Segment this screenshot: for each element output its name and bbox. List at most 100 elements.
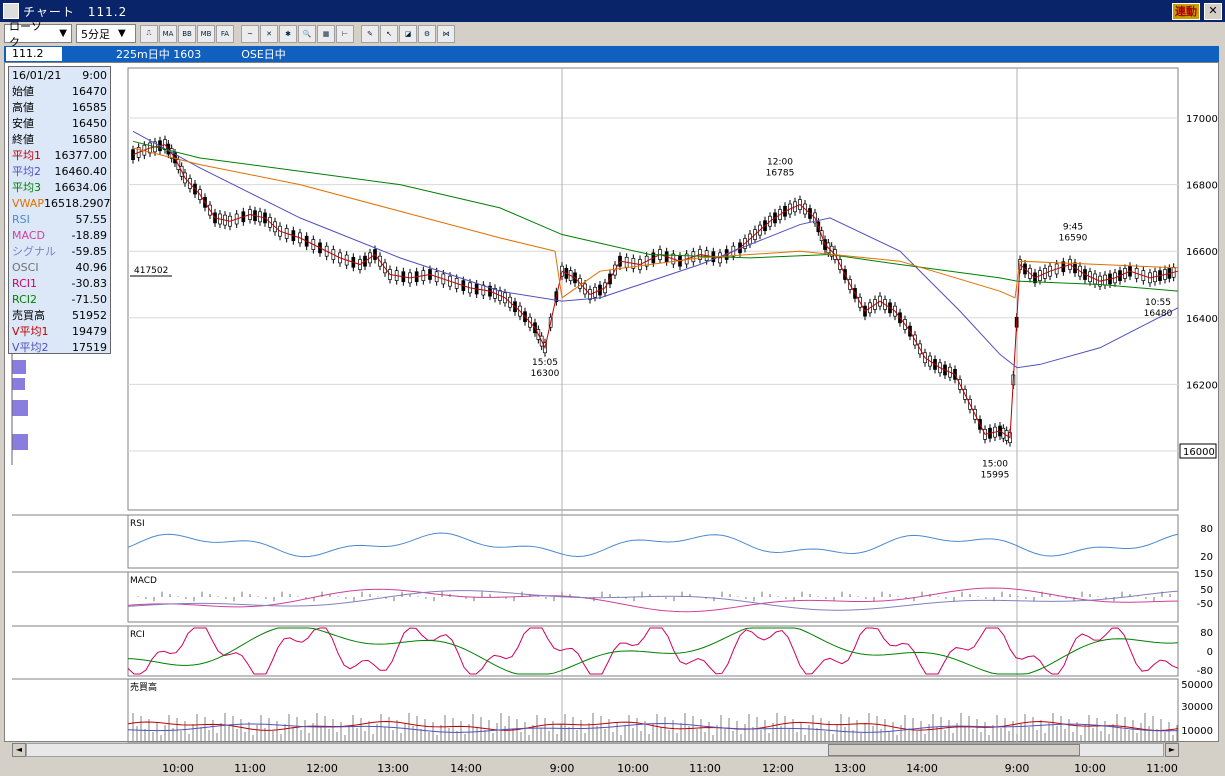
legend-value: 17519 — [72, 341, 107, 354]
legend-key: V平均2 — [12, 341, 49, 354]
legend-row: RCI1 -30.83 — [12, 276, 107, 292]
legend-row: RCI2 -71.50 — [12, 292, 107, 308]
interval-value: 5分足 — [81, 27, 110, 41]
legend-row: 始値 16470 — [12, 84, 107, 100]
legend-row: 高値 16585 — [12, 100, 107, 116]
candle-settings-icon[interactable]: ⎍ — [140, 24, 158, 43]
symbol-label: 225m日中 1603 — [116, 48, 202, 61]
link-button[interactable]: 連動 — [1172, 3, 1200, 20]
legend-row: 平均2 16460.40 — [12, 164, 107, 180]
legend-value: 16518.2907 — [43, 197, 111, 210]
zoom-icon[interactable]: 🔍 — [298, 24, 316, 43]
toolbar-icon-group: ⎍ MA BB MB FA ~ ✕ ✱ 🔍 ▦ ⊢ ✎ ↖ ◪ ⚙ ⋈ — [140, 24, 456, 43]
time-tick-label: 13:00 — [377, 762, 409, 775]
legend-row: 16/01/21 9:00 — [12, 68, 107, 84]
legend-key: 終値 — [12, 133, 34, 146]
legend-value: -30.83 — [71, 277, 107, 290]
time-tick-label: 11:00 — [234, 762, 266, 775]
legend-row: 平均1 16377.00 — [12, 148, 107, 164]
legend-key: V平均1 — [12, 325, 49, 338]
legend-key: 平均1 — [12, 149, 41, 162]
legend-value: 9:00 — [82, 69, 107, 82]
legend-value: 51952 — [72, 309, 107, 322]
legend-key: OSCI — [12, 261, 39, 274]
eraser-icon[interactable]: ◪ — [399, 24, 417, 43]
chevron-down-icon: ▼ — [59, 28, 67, 39]
chart-panel[interactable] — [4, 62, 1219, 742]
exchange-label: OSE日中 — [241, 48, 286, 61]
calculator-icon[interactable]: ▦ — [317, 24, 335, 43]
title-bar: チャート 111.2 連動 ✕ — [0, 0, 1225, 22]
legend-key: 売買高 — [12, 309, 45, 322]
legend-value: 16377.00 — [54, 149, 108, 162]
legend-key: シグナル — [12, 245, 56, 258]
fibonacci-icon[interactable]: ⋈ — [437, 24, 455, 43]
legend-value: 16450 — [72, 117, 107, 130]
legend-key: 16/01/21 — [12, 69, 62, 82]
data-legend: 16/01/21 9:00 始値 16470 高値 16585 安値 16450 終値 16580… — [8, 66, 111, 354]
legend-value: 16634.06 — [54, 181, 108, 194]
legend-key: MACD — [12, 229, 45, 242]
legend-value: 40.96 — [75, 261, 108, 274]
price-field[interactable]: 111.2 — [6, 47, 62, 61]
time-tick-label: 9:00 — [1004, 762, 1030, 775]
legend-row: シグナル -59.85 — [12, 244, 107, 260]
time-axis: 10:00 11:00 12:00 13:00 14:00 9:00 10:00 11:00 1… — [0, 760, 1225, 776]
time-tick-label: 10:00 — [162, 762, 194, 775]
cursor-icon[interactable]: ↖ — [380, 24, 398, 43]
scroll-left-button[interactable]: ◄ — [12, 743, 26, 757]
interval-select[interactable]: 5分足 ▼ — [76, 24, 136, 43]
chevron-down-icon: ▼ — [118, 28, 126, 39]
ma-icon[interactable]: MA — [159, 24, 177, 43]
legend-key: RCI1 — [12, 277, 38, 290]
legend-value: 57.55 — [75, 213, 108, 226]
scroll-right-button[interactable]: ► — [1165, 743, 1179, 757]
toolbar: ローソク ▼ 5分足 ▼ ⎍ MA BB MB FA ~ ✕ ✱ 🔍 ▦ ⊢ ✎ ↖ ◪ ⚙ ⋈ — [0, 20, 1225, 49]
legend-row: V平均1 19479 — [12, 324, 107, 340]
legend-key: RSI — [12, 213, 30, 226]
crosshair-icon[interactable]: ✕ — [260, 24, 278, 43]
time-tick-label: 10:00 — [1074, 762, 1106, 775]
time-tick-label: 14:00 — [906, 762, 938, 775]
chart-type-value: ローソク — [9, 19, 42, 49]
legend-key: 始値 — [12, 85, 34, 98]
legend-value: -71.50 — [71, 293, 107, 306]
legend-key: RCI2 — [12, 293, 38, 306]
legend-key: 平均3 — [12, 181, 41, 194]
legend-row: MACD -18.89 — [12, 228, 107, 244]
legend-row: VWAP 16518.2907 — [12, 196, 111, 212]
time-tick-label: 9:00 — [549, 762, 575, 775]
line-chart-icon[interactable]: ~ — [241, 24, 259, 43]
time-tick-label: 13:00 — [834, 762, 866, 775]
legend-row: 終値 16580 — [12, 132, 107, 148]
split-icon[interactable]: ⊢ — [336, 24, 354, 43]
chart-app-icon — [3, 3, 19, 19]
legend-value: 19479 — [72, 325, 107, 338]
legend-row: V平均2 17519 — [12, 340, 107, 356]
legend-row: OSCI 40.96 — [12, 260, 107, 276]
star-icon[interactable]: ✱ — [279, 24, 297, 43]
legend-value: 16580 — [72, 133, 107, 146]
window-title: チャート 111.2 — [23, 4, 128, 19]
close-button[interactable]: ✕ — [1204, 3, 1222, 20]
mbe-icon[interactable]: MB — [197, 24, 215, 43]
legend-row: 安値 16450 — [12, 116, 107, 132]
pen-icon[interactable]: ✎ — [361, 24, 379, 43]
legend-row: 平均3 16634.06 — [12, 180, 107, 196]
fa-icon[interactable]: FA — [216, 24, 234, 43]
chart-type-select[interactable]: ローソク ▼ — [4, 20, 72, 49]
settings-icon[interactable]: ⚙ — [418, 24, 436, 43]
legend-value: 16460.40 — [54, 165, 108, 178]
time-tick-label: 14:00 — [450, 762, 482, 775]
legend-key: 平均2 — [12, 165, 41, 178]
time-tick-label: 10:00 — [617, 762, 649, 775]
scroll-thumb[interactable] — [828, 744, 1080, 756]
legend-value: 16470 — [72, 85, 107, 98]
symbol-info-bar: 111.2 225m日中 1603 OSE日中 — [4, 46, 1219, 62]
legend-key: 高値 — [12, 101, 34, 114]
legend-row: RSI 57.55 — [12, 212, 107, 228]
time-tick-label: 11:00 — [689, 762, 721, 775]
legend-value: 16585 — [72, 101, 107, 114]
bb-icon[interactable]: BB — [178, 24, 196, 43]
legend-value: -18.89 — [71, 229, 107, 242]
